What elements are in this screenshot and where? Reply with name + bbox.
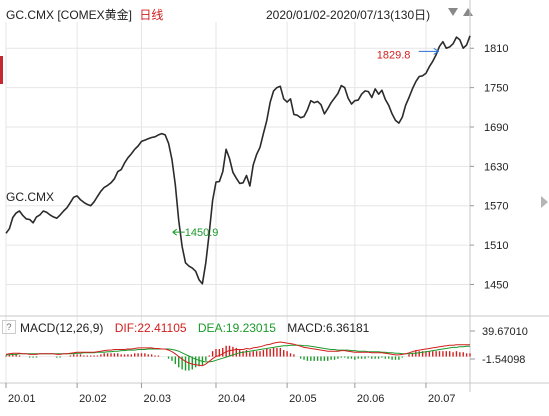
y-tick-label: 1690 (484, 122, 508, 134)
high-arrow-icon (433, 47, 440, 55)
low-price-label: 1450.9 (185, 227, 219, 239)
x-tick-label: 20.03 (143, 393, 171, 405)
x-tick-label: 20.01 (8, 393, 36, 405)
expand-triangle-icon[interactable] (463, 8, 473, 16)
y-tick-label: 1750 (484, 83, 508, 95)
low-arrow-icon (172, 228, 185, 236)
instrument-title: GC.CMX [COMEX黄金] 日线 (6, 6, 163, 23)
instrument-name: [COMEX黄金] (57, 8, 133, 22)
panel-accent (0, 56, 3, 84)
date-range: 2020/01/02-2020/07/13(130日) (266, 8, 431, 22)
high-price-label: 1829.8 (377, 49, 411, 61)
x-tick-label: 20.06 (357, 393, 385, 405)
x-tick-label: 20.07 (428, 393, 456, 405)
indicator-settings-icon[interactable]: ? (2, 320, 16, 334)
macd-dea-value: DEA:19.23015 (197, 321, 276, 335)
y-tick-label: 1450 (484, 279, 508, 291)
macd-axis-top-label: 39.67010 (482, 326, 528, 338)
macd-axis-bottom-label: -1.54098 (482, 354, 525, 366)
main-chart-label: GC.CMX (6, 190, 54, 204)
period-label[interactable]: 日线 (139, 8, 164, 22)
y-tick-label: 1630 (484, 161, 508, 173)
y-tick-label: 1510 (484, 240, 508, 252)
price-line (5, 35, 471, 285)
collapse-triangle-icon[interactable] (448, 8, 458, 16)
y-tick-label: 1810 (484, 43, 508, 55)
x-tick-label: 20.04 (218, 393, 246, 405)
x-tick-label: 20.05 (289, 393, 317, 405)
symbol-code: GC.CMX (6, 8, 54, 22)
y-tick-label: 1570 (484, 201, 508, 213)
macd-dif-value: DIF:22.41105 (114, 321, 187, 335)
macd-name[interactable]: MACD(12,26,9) (20, 321, 104, 335)
macd-value: MACD:6.36181 (287, 321, 370, 335)
dea-line (6, 344, 470, 363)
dif-line (5, 341, 470, 367)
macd-legend: MACD(12,26,9) DIF:22.41105 DEA:19.23015 … (4, 321, 369, 335)
scroll-right-icon[interactable] (541, 196, 548, 208)
x-tick-label: 20.02 (79, 393, 107, 405)
